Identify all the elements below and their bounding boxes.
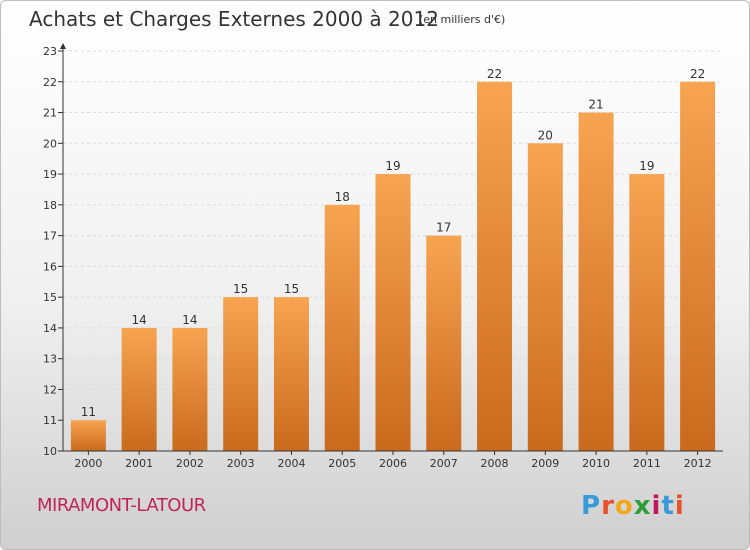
logo-letter: i bbox=[674, 491, 685, 521]
bar-value-label: 14 bbox=[132, 313, 147, 327]
y-tick-label: 18 bbox=[43, 199, 57, 212]
logo-letter: t bbox=[661, 491, 675, 521]
y-tick-label: 22 bbox=[43, 76, 57, 89]
bar bbox=[273, 297, 309, 451]
bar-value-label: 19 bbox=[385, 159, 400, 173]
bar-value-label: 19 bbox=[639, 159, 654, 173]
x-tick-label: 2002 bbox=[176, 457, 204, 470]
bar bbox=[70, 420, 106, 451]
x-tick-label: 2006 bbox=[379, 457, 407, 470]
bar-value-label: 14 bbox=[182, 313, 197, 327]
chart-title: Achats et Charges Externes 2000 à 2012 bbox=[29, 7, 439, 31]
logo-letter: r bbox=[601, 491, 615, 521]
bar bbox=[629, 174, 665, 452]
bar-value-label: 20 bbox=[538, 128, 553, 142]
y-tick-label: 17 bbox=[43, 230, 57, 243]
y-tick-label: 19 bbox=[43, 168, 57, 181]
bar bbox=[375, 174, 411, 452]
labels-layer: 10 11 12 13 14 15 16 17 18 19 20 21 22 23 11 2000 14 2001… bbox=[43, 45, 712, 470]
x-tick-label: 2005 bbox=[328, 457, 356, 470]
bar bbox=[121, 327, 157, 451]
y-tick-label: 13 bbox=[43, 353, 57, 366]
y-tick-label: 16 bbox=[43, 260, 57, 273]
bar-value-label: 22 bbox=[487, 67, 502, 81]
y-tick-label: 15 bbox=[43, 291, 57, 304]
bar-value-label: 17 bbox=[436, 221, 451, 235]
x-tick-label: 2011 bbox=[633, 457, 661, 470]
bar bbox=[172, 327, 208, 451]
bar-value-label: 21 bbox=[588, 98, 603, 112]
y-tick-label: 21 bbox=[43, 107, 57, 120]
commune-name: MIRAMONT-LATOUR bbox=[37, 495, 206, 516]
y-tick-label: 11 bbox=[43, 414, 57, 427]
y-tick-label: 20 bbox=[43, 137, 57, 150]
y-tick-label: 23 bbox=[43, 45, 57, 58]
x-tick-label: 2003 bbox=[227, 457, 255, 470]
axes-layer bbox=[58, 43, 723, 455]
bar bbox=[426, 235, 462, 451]
x-tick-label: 2010 bbox=[582, 457, 610, 470]
bar-value-label: 11 bbox=[81, 405, 96, 419]
logo-letter: x bbox=[633, 491, 652, 521]
logo-letter: P bbox=[581, 491, 602, 521]
bar-value-label: 15 bbox=[233, 282, 248, 296]
y-tick-label: 12 bbox=[43, 383, 57, 396]
bar-value-label: 15 bbox=[284, 282, 299, 296]
x-tick-label: 2004 bbox=[277, 457, 305, 470]
x-tick-label: 2008 bbox=[481, 457, 509, 470]
y-tick-label: 10 bbox=[43, 445, 57, 458]
x-tick-label: 2007 bbox=[430, 457, 458, 470]
x-tick-label: 2001 bbox=[125, 457, 153, 470]
bar bbox=[477, 81, 513, 452]
bar-value-label: 18 bbox=[335, 190, 350, 204]
bar bbox=[324, 204, 360, 451]
logo-letter: o bbox=[614, 491, 634, 521]
x-tick-label: 2012 bbox=[684, 457, 712, 470]
bar bbox=[223, 297, 259, 451]
x-tick-label: 2000 bbox=[74, 457, 102, 470]
bar bbox=[680, 81, 716, 452]
chart-subtitle: (en milliers d'€) bbox=[419, 13, 506, 26]
bars-layer bbox=[70, 81, 716, 452]
y-tick-label: 14 bbox=[43, 322, 57, 335]
logo-letter: i bbox=[651, 491, 662, 521]
proxiti-logo: Proxiti bbox=[581, 491, 685, 521]
y-axis-arrow bbox=[60, 43, 66, 49]
bar bbox=[527, 143, 563, 452]
bar bbox=[578, 112, 614, 452]
bar-value-label: 22 bbox=[690, 67, 705, 81]
x-tick-label: 2009 bbox=[531, 457, 559, 470]
